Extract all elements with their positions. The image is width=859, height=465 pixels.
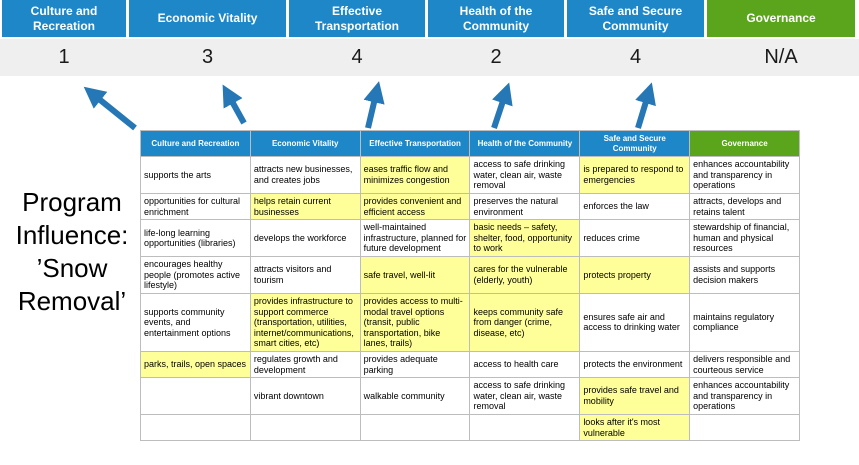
matrix-cell-r1c5: attracts, develops and retains talent xyxy=(689,193,800,221)
matrix-cell-r7c1 xyxy=(249,413,361,442)
matrix-cell-r3c1: attracts visitors and tourism xyxy=(249,256,361,294)
matrix-cell-r5c2: provides adequate parking xyxy=(359,350,471,379)
pillar-header-5: Governance xyxy=(707,0,855,37)
pillar-header-band: Culture and Recreation Economic Vitality E… xyxy=(0,0,859,37)
matrix-header-5: Governance xyxy=(689,129,800,158)
matrix-cell-r2c3: basic needs – safety, shelter, food, opp… xyxy=(469,219,581,258)
pillar-header-0: Culture and Recreation xyxy=(2,0,126,37)
matrix-row-1: opportunities for cultural enrichment hel… xyxy=(140,193,800,221)
matrix-row-3: encourages healthy people (promotes acti… xyxy=(140,256,800,294)
matrix-cell-r7c0 xyxy=(140,413,251,442)
pillar-header-2: Effective Transportation xyxy=(289,0,425,37)
matrix-row-0: supports the arts attracts new businesses… xyxy=(140,156,800,195)
matrix-cell-r6c5: enhances accountability and transparency… xyxy=(689,377,800,415)
matrix-cell-r2c5: stewardship of financial, human and phys… xyxy=(689,219,800,258)
influence-arrow-2 xyxy=(222,84,247,125)
pillar-score-5: N/A xyxy=(764,46,798,68)
matrix-cell-r3c5: assists and supports decision makers xyxy=(689,256,800,294)
matrix-cell-r6c2: walkable community xyxy=(359,377,471,415)
matrix-cell-r7c5 xyxy=(689,413,800,442)
pillar-header-3: Health of the Community xyxy=(428,0,564,37)
matrix-row-5: parks, trails, open spaces regulates grow… xyxy=(140,350,800,379)
matrix-cell-r4c5: maintains regulatory compliance xyxy=(689,292,800,352)
pillar-score-band: 1 3 4 2 4 N/A xyxy=(0,39,859,76)
matrix-header-row: Culture and Recreation Economic Vitality E… xyxy=(140,129,800,158)
pillar-score-0: 1 xyxy=(58,46,70,68)
matrix-cell-r1c3: preserves the natural environment xyxy=(469,193,581,221)
matrix-row-4: supports community events, and entertain… xyxy=(140,292,800,352)
pillar-score-3: 2 xyxy=(490,46,502,68)
influence-matrix: Culture and Recreation Economic Vitality E… xyxy=(140,129,800,442)
influence-arrow-5 xyxy=(635,82,656,129)
matrix-cell-r7c2 xyxy=(359,413,471,442)
influence-arrow-1 xyxy=(83,86,137,131)
matrix-row-7: looks after it's most vulnerable xyxy=(140,413,800,442)
matrix-cell-r2c1: develops the workforce xyxy=(249,219,361,258)
program-influence-label: Program Influence: ’Snow Removal’ xyxy=(15,187,129,317)
matrix-cell-r2c4: reduces crime xyxy=(579,219,691,258)
matrix-cell-r6c3: access to safe drinking water, clean air… xyxy=(469,377,581,415)
matrix-cell-r4c0: supports community events, and entertain… xyxy=(140,292,251,352)
matrix-cell-r0c4: is prepared to respond to emergencies xyxy=(579,156,691,195)
matrix-cell-r6c1: vibrant downtown xyxy=(249,377,361,415)
matrix-cell-r0c5: enhances accountability and transparency… xyxy=(689,156,800,195)
matrix-cell-r5c4: protects the environment xyxy=(579,350,691,379)
matrix-cell-r0c2: eases traffic flow and minimizes congest… xyxy=(359,156,471,195)
matrix-header-4: Safe and Secure Community xyxy=(579,129,691,158)
matrix-cell-r4c1: provides infrastructure to support comme… xyxy=(249,292,361,352)
matrix-cell-r2c0: life-long learning opportunities (librar… xyxy=(140,219,251,258)
matrix-cell-r7c4: looks after it's most vulnerable xyxy=(579,413,691,442)
matrix-cell-r0c3: access to safe drinking water, clean air… xyxy=(469,156,581,195)
matrix-cell-r3c0: encourages healthy people (promotes acti… xyxy=(140,256,251,294)
pillar-score-4: 4 xyxy=(629,46,642,68)
matrix-cell-r5c1: regulates growth and development xyxy=(249,350,361,379)
matrix-cell-r6c4: provides safe travel and mobility xyxy=(579,377,691,415)
pillar-score-2: 4 xyxy=(351,46,363,68)
pillar-score-1: 3 xyxy=(201,46,214,68)
matrix-cell-r3c3: cares for the vulnerable (elderly, youth… xyxy=(469,256,581,294)
matrix-cell-r6c0 xyxy=(140,377,251,415)
matrix-row-6: vibrant downtown walkable community access… xyxy=(140,377,800,415)
matrix-cell-r7c3 xyxy=(469,413,581,442)
matrix-header-3: Health of the Community xyxy=(469,129,581,158)
matrix-cell-r1c4: enforces the law xyxy=(579,193,691,221)
matrix-cell-r0c1: attracts new businesses, and creates job… xyxy=(249,156,361,195)
matrix-cell-r4c2: provides access to multi-modal travel op… xyxy=(359,292,471,352)
matrix-cell-r0c0: supports the arts xyxy=(140,156,251,195)
influence-arrow-3 xyxy=(363,81,385,129)
pillar-header-4: Safe and Secure Community xyxy=(567,0,704,37)
pillar-header-1: Economic Vitality xyxy=(129,0,286,37)
matrix-header-1: Economic Vitality xyxy=(249,129,361,158)
matrix-cell-r5c3: access to health care xyxy=(469,350,581,379)
matrix-cell-r4c3: keeps community safe from danger (crime,… xyxy=(469,292,581,352)
matrix-cell-r3c4: protects property xyxy=(579,256,691,294)
matrix-cell-r5c5: delivers responsible and courteous servi… xyxy=(689,350,800,379)
matrix-cell-r5c0: parks, trails, open spaces xyxy=(140,350,251,379)
matrix-cell-r1c1: helps retain current businesses xyxy=(249,193,361,221)
matrix-cell-r2c2: well-maintained infrastructure, planned … xyxy=(359,219,471,258)
matrix-cell-r4c4: ensures safe air and access to drinking … xyxy=(579,292,691,352)
matrix-header-0: Culture and Recreation xyxy=(140,129,251,158)
matrix-header-2: Effective Transportation xyxy=(359,129,471,158)
matrix-row-2: life-long learning opportunities (librar… xyxy=(140,219,800,258)
influence-arrow-4 xyxy=(491,82,513,129)
matrix-cell-r1c2: provides convenient and efficient access xyxy=(359,193,471,221)
matrix-cell-r1c0: opportunities for cultural enrichment xyxy=(140,193,251,221)
matrix-cell-r3c2: safe travel, well-lit xyxy=(359,256,471,294)
